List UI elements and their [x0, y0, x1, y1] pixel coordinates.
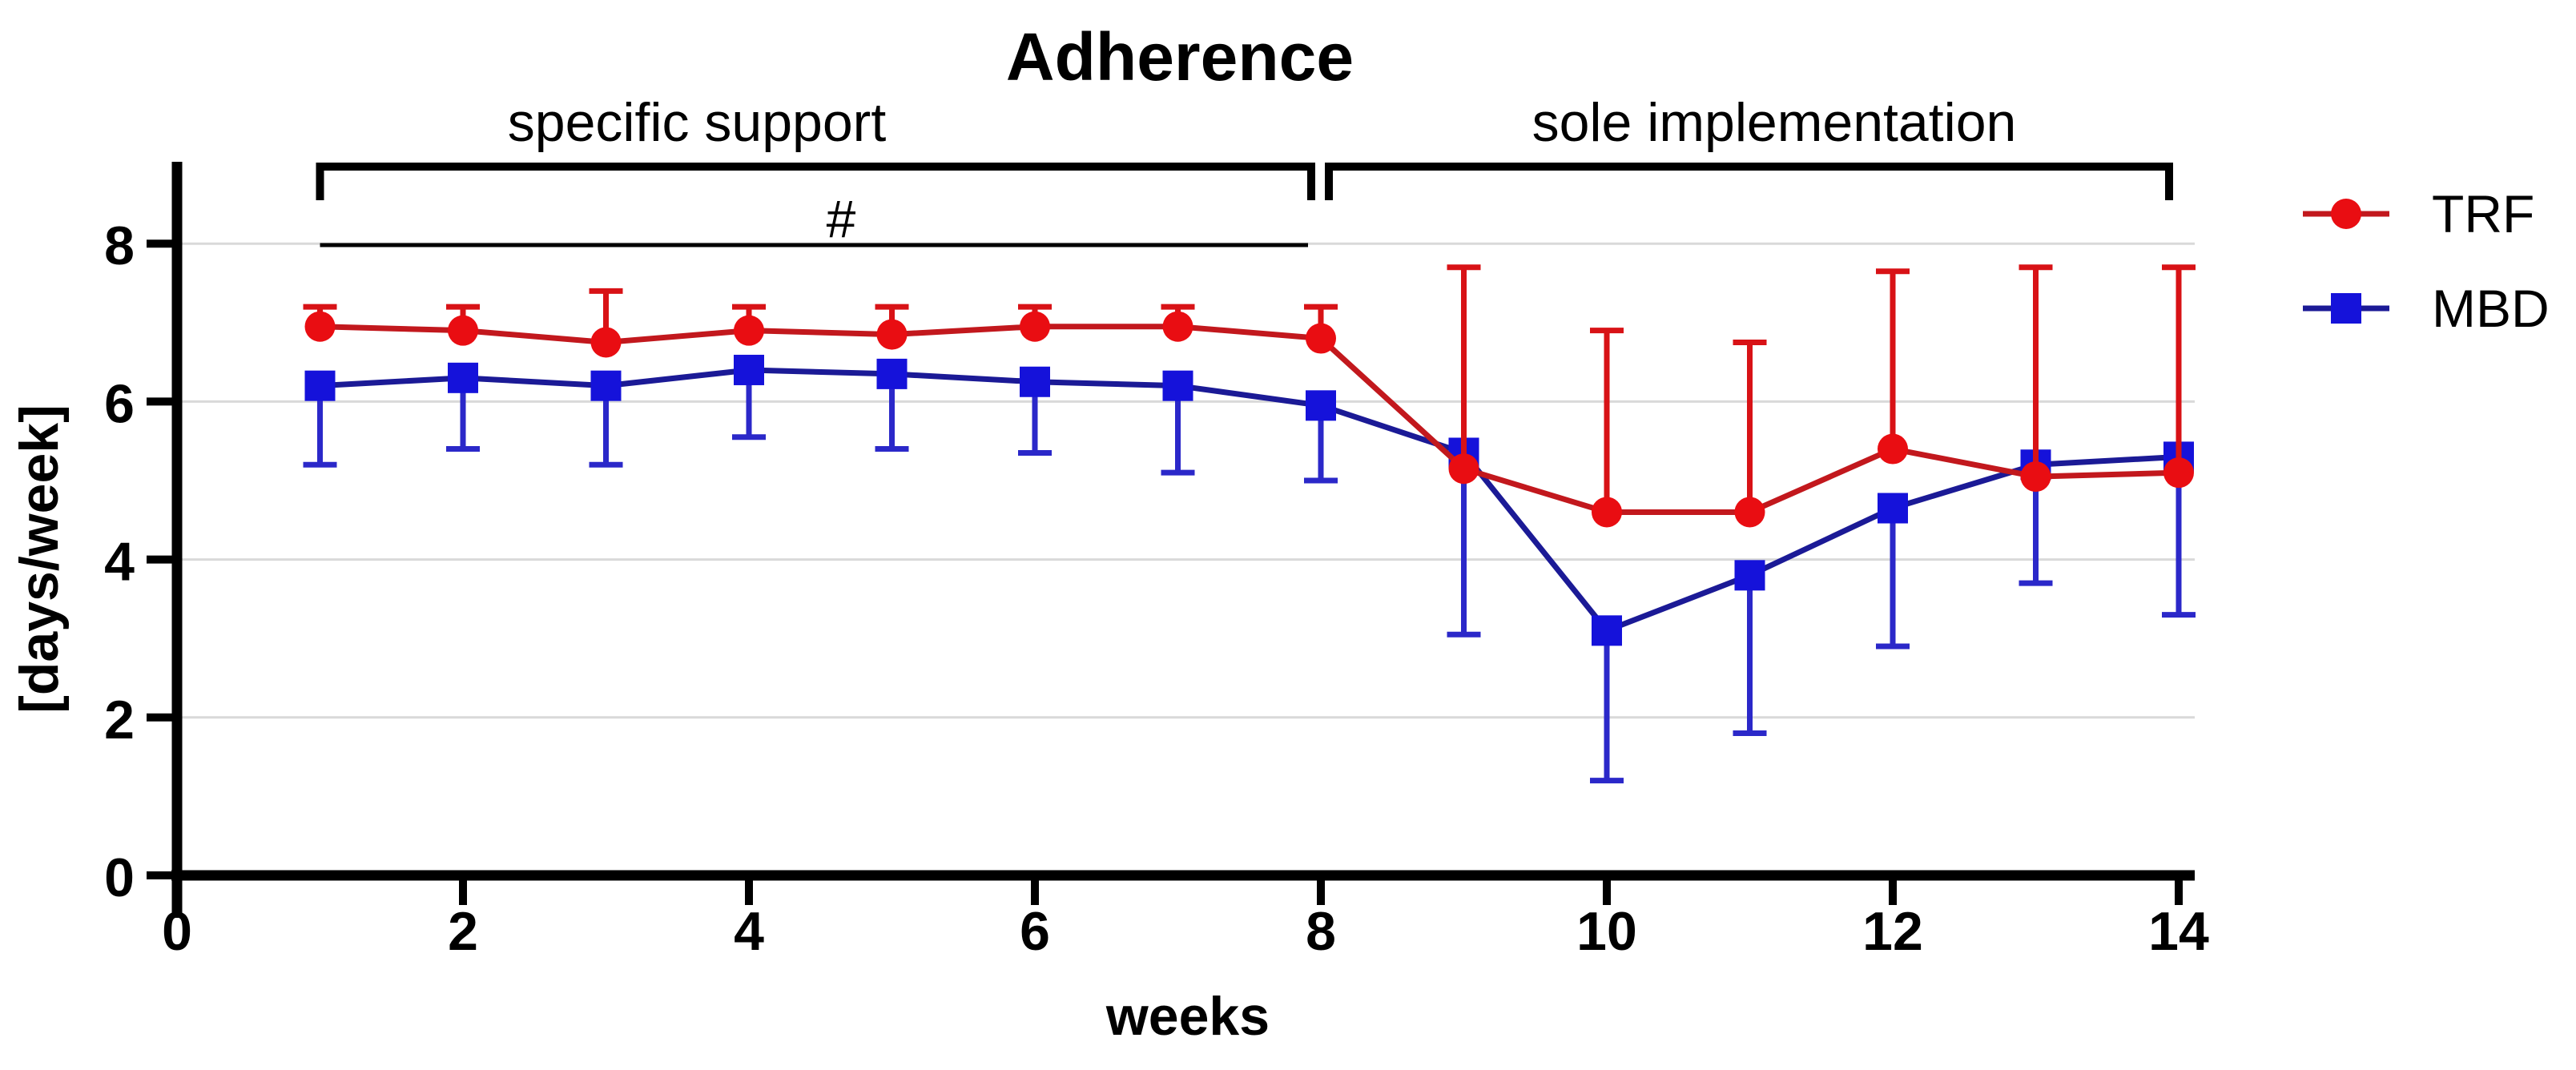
y-axis-ticks: 0 2 4 6 8 — [104, 215, 177, 908]
y-tick-label: 4 — [104, 532, 135, 593]
data-point-circle — [1306, 323, 1336, 354]
data-point-square — [1592, 615, 1622, 646]
significance-hash-symbol: # — [827, 189, 856, 248]
x-tick-label: 12 — [1862, 901, 1923, 962]
data-point-square — [1162, 370, 1193, 401]
x-tick-label: 14 — [2148, 901, 2209, 962]
series-trf — [303, 264, 2196, 528]
phase-label-specific-support: specific support — [508, 92, 887, 153]
data-point-circle — [2163, 457, 2194, 489]
data-point-square — [876, 358, 908, 389]
data-point-square — [1734, 560, 1765, 591]
x-axis-ticks: 0 2 4 6 8 10 12 14 — [162, 875, 2209, 962]
y-tick-label: 0 — [104, 847, 135, 908]
data-point-circle — [448, 315, 478, 346]
data-point-square — [1306, 390, 1336, 421]
data-point-circle — [1448, 453, 1479, 485]
data-point-circle — [1020, 311, 1050, 342]
y-tick-label: 6 — [104, 373, 135, 434]
x-tick-label: 0 — [162, 901, 192, 962]
x-tick-label: 10 — [1576, 901, 1637, 962]
data-point-square — [1020, 366, 1050, 397]
phase-brackets — [316, 163, 2173, 247]
x-tick-label: 2 — [448, 901, 478, 962]
x-tick-label: 4 — [734, 901, 764, 962]
data-point-square — [590, 370, 622, 401]
legend-trf-circle-marker — [2331, 199, 2361, 229]
y-axis-title: [days/week] — [9, 404, 70, 714]
data-series — [303, 264, 2196, 784]
y-tick-label: 2 — [104, 690, 135, 750]
data-point-circle — [1592, 497, 1622, 528]
data-point-square — [448, 362, 478, 393]
phase-bracket — [1325, 163, 2173, 200]
legend-label-trf: TRF — [2432, 184, 2534, 243]
legend: TRF MBD — [2303, 184, 2550, 338]
data-point-circle — [1734, 497, 1765, 528]
x-tick-label: 6 — [1020, 901, 1050, 962]
legend-mbd-square-marker — [2331, 293, 2361, 324]
data-point-square — [734, 354, 764, 385]
y-tick-label: 8 — [104, 215, 135, 276]
data-point-circle — [1878, 433, 1908, 465]
x-axis-title: weeks — [1105, 986, 1270, 1047]
series-line-mbd — [320, 367, 2180, 634]
data-point-circle — [734, 315, 764, 346]
data-point-circle — [1162, 311, 1193, 342]
data-point-circle — [304, 311, 336, 342]
legend-label-mbd: MBD — [2432, 279, 2550, 338]
data-point-circle — [876, 319, 908, 350]
phase-label-sole-implementation: sole implementation — [1532, 92, 2017, 153]
data-point-square — [1878, 493, 1908, 524]
data-point-circle — [2020, 461, 2051, 493]
chart-title: Adherence — [1006, 19, 1354, 95]
data-point-circle — [590, 327, 622, 358]
data-point-square — [304, 370, 336, 401]
phase-bracket — [316, 163, 1315, 200]
x-tick-label: 8 — [1306, 901, 1336, 962]
series-line-trf — [320, 324, 2180, 515]
